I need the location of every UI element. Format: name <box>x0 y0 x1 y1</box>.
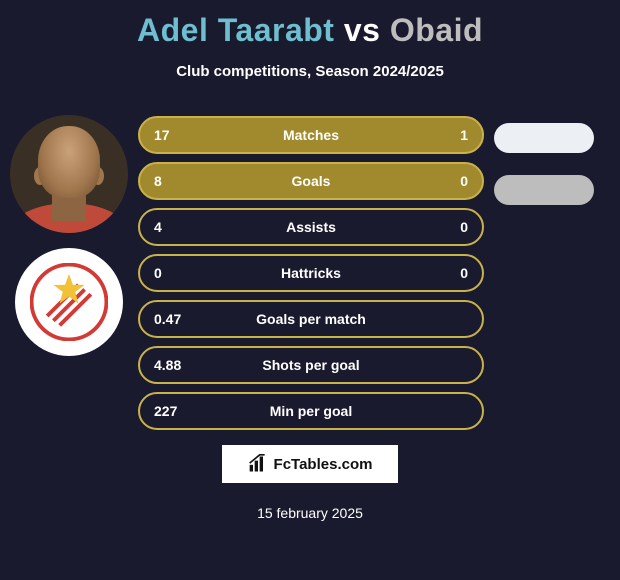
stat-row: 4.88Shots per goal <box>138 346 484 384</box>
stat-label: Shots per goal <box>204 357 418 373</box>
stat-right-value: 0 <box>418 173 482 189</box>
stat-label: Assists <box>204 219 418 235</box>
stat-left-value: 17 <box>140 127 204 143</box>
stat-row: 0.47Goals per match <box>138 300 484 338</box>
stat-left-value: 227 <box>140 403 204 419</box>
stat-label: Goals <box>204 173 418 189</box>
stat-left-value: 8 <box>140 173 204 189</box>
stat-label: Hattricks <box>204 265 418 281</box>
stat-left-value: 0.47 <box>140 311 204 327</box>
stat-right-value: 0 <box>418 265 482 281</box>
club-badge-icon <box>30 263 108 341</box>
stat-row: 8Goals0 <box>138 162 484 200</box>
stat-row: 227Min per goal <box>138 392 484 430</box>
snapshot-date: 15 february 2025 <box>0 505 620 521</box>
club-badge-left <box>15 248 123 356</box>
title-part: Obaid <box>390 12 483 48</box>
title-part: vs <box>334 12 389 48</box>
stat-label: Goals per match <box>204 311 418 327</box>
chart-icon <box>248 454 268 474</box>
fctables-link[interactable]: FcTables.com <box>222 445 398 483</box>
stat-row: 17Matches1 <box>138 116 484 154</box>
stat-label: Min per goal <box>204 403 418 419</box>
stat-left-value: 4.88 <box>140 357 204 373</box>
comparison-subtitle: Club competitions, Season 2024/2025 <box>0 63 620 80</box>
player-right-pill <box>494 175 594 205</box>
stat-left-value: 0 <box>140 265 204 281</box>
stat-right-value: 0 <box>418 219 482 235</box>
stat-row: 4Assists0 <box>138 208 484 246</box>
stat-left-value: 4 <box>140 219 204 235</box>
player-left-avatar <box>10 115 128 233</box>
player-right-pill <box>494 123 594 153</box>
stats-panel: 17Matches18Goals04Assists00Hattricks00.4… <box>138 116 484 438</box>
title-part: Adel Taarabt <box>137 12 334 48</box>
stat-right-value: 1 <box>418 127 482 143</box>
fctables-label: FcTables.com <box>274 456 373 473</box>
stat-label: Matches <box>204 127 418 143</box>
stat-row: 0Hattricks0 <box>138 254 484 292</box>
page-title: Adel Taarabt vs Obaid <box>0 0 620 49</box>
